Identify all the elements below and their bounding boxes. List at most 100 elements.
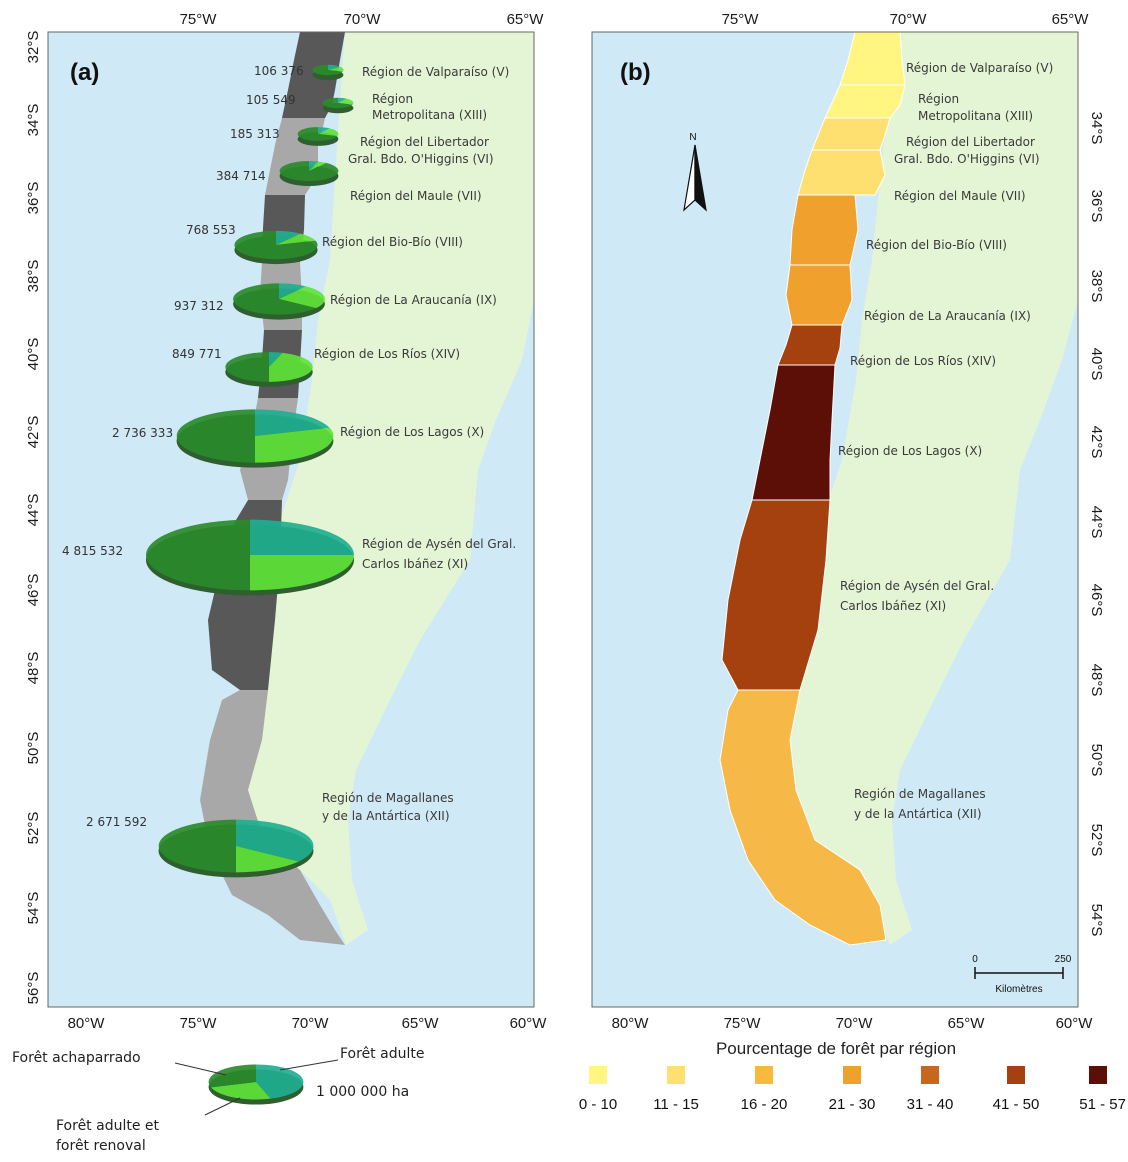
panel-b-top-tick: 75°W (722, 11, 760, 28)
panel-a-value-label: 185 313 (230, 127, 280, 141)
panel-a-region-label: Región de Magallanes (322, 791, 454, 805)
panel-a-region-label: Région de Los Lagos (X) (340, 425, 484, 439)
panel-b-lat-tick: 46°S (1088, 584, 1105, 617)
region-pie (234, 230, 318, 265)
region-pie (176, 409, 334, 468)
pie-slice-achaparrado (236, 819, 314, 862)
panel-b-lat-tick: 38°S (1088, 270, 1105, 303)
panel-a-lat-tick: 50°S (25, 732, 42, 765)
panel-b-lat-tick: 42°S (1088, 426, 1105, 459)
panel-a-lat-tick: 36°S (25, 182, 42, 215)
panel-a-region-label: Région del Bio-Bío (VIII) (322, 235, 463, 249)
panel-b-bottom-tick: 70°W (836, 1015, 874, 1032)
panel-a-value-label: 2 736 333 (112, 426, 173, 440)
panel-b-region-label: Région de Aysén del Gral. (840, 579, 994, 593)
panel-b-region-label: Région de La Araucanía (IX) (864, 309, 1031, 323)
panel-b-argentina-land (786, 32, 1078, 945)
pie-slice-adulte-renoval (276, 233, 316, 245)
legend-swatch (1089, 1066, 1107, 1084)
scale-start: 0 (972, 954, 978, 965)
panel-b: (b) N 0 250 Kilomètres 75°W 70°W 65°W 80… (591, 11, 1105, 1032)
panel-a-bottom-tick: 65°W (402, 1015, 440, 1032)
panel-b-lat-tick: 54°S (1088, 904, 1105, 937)
panel-a-region-label: Carlos Ibáñez (XI) (362, 557, 468, 571)
pie-slice-adulte-renoval (279, 286, 325, 309)
legend-class-label: 11 - 15 (653, 1096, 699, 1113)
panel-a-bottom-tick: 60°W (510, 1015, 548, 1032)
panel-b-lat-tick: 52°S (1088, 824, 1105, 857)
panel-a-chile-metropolitana (282, 90, 335, 118)
panel-a-region-label: Région del Maule (VII) (350, 189, 482, 203)
legend-label-adulte-renoval: forêt renoval (56, 1138, 146, 1154)
panel-b-region-biobio (789, 194, 859, 266)
pie-slice-achaparrado (309, 161, 319, 171)
panel-a-pies (146, 64, 354, 878)
pie-slice-adulte (208, 1064, 256, 1088)
region-pie (322, 97, 354, 114)
region-pie (312, 64, 344, 81)
panel-a-lat-tick: 48°S (25, 652, 42, 685)
pie-slice-achaparrado (256, 1064, 304, 1099)
panel-a-region-label: Région de Aysén del Gral. (362, 537, 516, 551)
pie-slice-adulte-renoval (309, 161, 327, 171)
panel-a-region-label: Région de La Araucanía (IX) (330, 293, 497, 307)
panel-a-value-label: 384 714 (216, 169, 266, 183)
legend-label-adulte-renoval: Forêt adulte et (56, 1118, 160, 1134)
panel-a-lat-tick: 40°S (25, 338, 42, 371)
panel-a-frame (47, 31, 535, 1008)
panel-a-lat-axis: 32°S 34°S 36°S 38°S 40°S 42°S 44°S 46°S … (25, 31, 42, 1005)
pie-slice-achaparrado (276, 230, 301, 245)
panel-b-region-araucania (785, 264, 853, 326)
panel-a-bottom-tick: 80°W (68, 1015, 106, 1032)
panel-b-region-lagos (751, 364, 836, 501)
percentage-legend-items: 0 - 10 11 - 15 16 - 20 21 - 30 31 - 40 41 - 5… (579, 1066, 1126, 1113)
pie-slice-adulte-renoval (318, 128, 339, 137)
pie-slice-adulte-renoval (255, 427, 334, 463)
panel-a-value-label: 2 671 592 (86, 815, 147, 829)
legend-swatch (843, 1066, 861, 1084)
panel-b-region-label: y de la Antártica (XII) (854, 807, 982, 821)
panel-b-lat-tick: 34°S (1088, 112, 1105, 145)
panel-a-value-label: 768 553 (186, 223, 236, 237)
pie-slice-adulte-renoval (328, 66, 344, 72)
pie-slice-adulte (322, 97, 353, 109)
pie-slice-adulte (158, 819, 236, 873)
panel-a-value-label: 4 815 532 (62, 544, 123, 558)
legend-pie (208, 1064, 304, 1105)
panel-a-bottom-tick: 75°W (180, 1015, 218, 1032)
panel-b-region-label: Région del Maule (VII) (894, 189, 1026, 203)
pie-slice-achaparrado (318, 127, 330, 134)
legend-class-label: 31 - 40 (907, 1096, 954, 1113)
region-pie (225, 352, 313, 387)
panel-a-label: (a) (70, 59, 99, 86)
pie-slice-achaparrado (269, 352, 283, 367)
panel-a-region-label: Région de Valparaíso (V) (362, 65, 509, 79)
region-pie (146, 519, 354, 596)
panel-a-region-label: Région del Libertador (360, 135, 489, 149)
panel-b-region-label: Carlos Ibáñez (XI) (840, 599, 946, 613)
legend-swatch (667, 1066, 685, 1084)
panel-a-top-tick: 70°W (344, 11, 382, 28)
panel-a-region-label: Metropolitana (XIII) (372, 108, 487, 122)
legend-size-reference: 1 000 000 ha (316, 1084, 409, 1100)
panel-b-label: (b) (620, 59, 651, 86)
panel-b-region-label: Région (918, 92, 959, 106)
scale-end: 250 (1055, 954, 1072, 965)
pie-slice-adulte (297, 127, 338, 141)
pie-slice-achaparrado (338, 97, 348, 103)
legend-class-label: 51 - 57 (1079, 1096, 1126, 1113)
legend-label-adulte: Forêt adulte (340, 1046, 424, 1062)
panel-a-argentina-land (240, 32, 534, 945)
panel-b-lat-tick: 50°S (1088, 744, 1105, 777)
north-arrow-icon: N (683, 132, 707, 212)
panel-a-lat-tick: 54°S (25, 892, 42, 925)
panel-a-lat-tick: 56°S (25, 972, 42, 1005)
panel-a-lat-tick: 44°S (25, 494, 42, 527)
panel-a-lat-tick: 38°S (25, 260, 42, 293)
panel-b-bottom-tick: 65°W (948, 1015, 986, 1032)
panel-b-lat-tick: 44°S (1088, 506, 1105, 539)
region-pie (158, 819, 314, 878)
pie-slice-adulte (225, 352, 269, 382)
panel-b-lat-tick: 40°S (1088, 348, 1105, 381)
panel-b-lat-axis: 34°S 36°S 38°S 40°S 42°S 44°S 46°S 48°S … (1088, 112, 1105, 937)
